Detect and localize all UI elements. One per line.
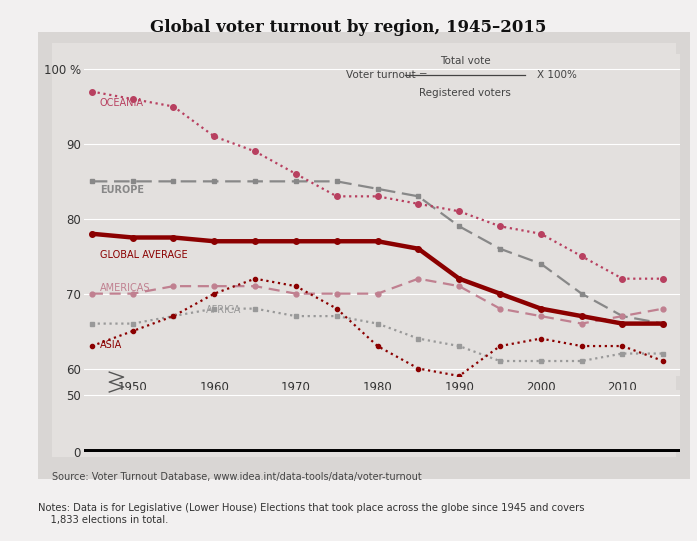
Text: Voter turnout =: Voter turnout = (346, 70, 431, 80)
Text: Global voter turnout by region, 1945–2015: Global voter turnout by region, 1945–201… (151, 19, 546, 36)
Text: GLOBAL AVERAGE: GLOBAL AVERAGE (100, 250, 187, 260)
Text: Registered voters: Registered voters (419, 88, 511, 98)
Text: X 100%: X 100% (537, 70, 576, 80)
Text: OCEANIA: OCEANIA (100, 98, 144, 108)
Text: AMERICAS: AMERICAS (100, 282, 151, 293)
Text: Notes: Data is for Legislative (Lower House) Elections that took place across th: Notes: Data is for Legislative (Lower Ho… (38, 503, 585, 525)
Text: EUROPE: EUROPE (100, 186, 144, 195)
Text: ASIA: ASIA (100, 340, 122, 349)
Text: Total vote: Total vote (440, 56, 491, 65)
Text: Source: Voter Turnout Database, www.idea.int/data-tools/data/voter-turnout: Source: Voter Turnout Database, www.idea… (52, 472, 422, 481)
Text: AFRICA: AFRICA (206, 305, 241, 315)
